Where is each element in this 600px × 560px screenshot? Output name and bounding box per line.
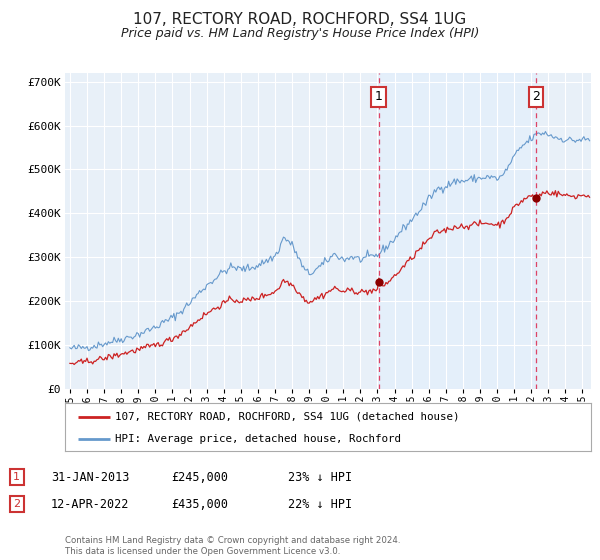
Text: Contains HM Land Registry data © Crown copyright and database right 2024.
This d: Contains HM Land Registry data © Crown c… (65, 536, 400, 556)
Text: 23% ↓ HPI: 23% ↓ HPI (288, 470, 352, 484)
Text: Price paid vs. HM Land Registry's House Price Index (HPI): Price paid vs. HM Land Registry's House … (121, 27, 479, 40)
Text: 1: 1 (13, 472, 20, 482)
Text: £435,000: £435,000 (171, 497, 228, 511)
Text: HPI: Average price, detached house, Rochford: HPI: Average price, detached house, Roch… (115, 434, 401, 444)
Text: £245,000: £245,000 (171, 470, 228, 484)
Text: 2: 2 (532, 91, 540, 104)
Text: 31-JAN-2013: 31-JAN-2013 (51, 470, 130, 484)
Text: 1: 1 (375, 91, 383, 104)
Text: 2: 2 (13, 499, 20, 509)
Text: 107, RECTORY ROAD, ROCHFORD, SS4 1UG (detached house): 107, RECTORY ROAD, ROCHFORD, SS4 1UG (de… (115, 412, 459, 422)
Text: 22% ↓ HPI: 22% ↓ HPI (288, 497, 352, 511)
Bar (379, 73, 536, 389)
Text: 12-APR-2022: 12-APR-2022 (51, 497, 130, 511)
Text: 107, RECTORY ROAD, ROCHFORD, SS4 1UG: 107, RECTORY ROAD, ROCHFORD, SS4 1UG (133, 12, 467, 27)
